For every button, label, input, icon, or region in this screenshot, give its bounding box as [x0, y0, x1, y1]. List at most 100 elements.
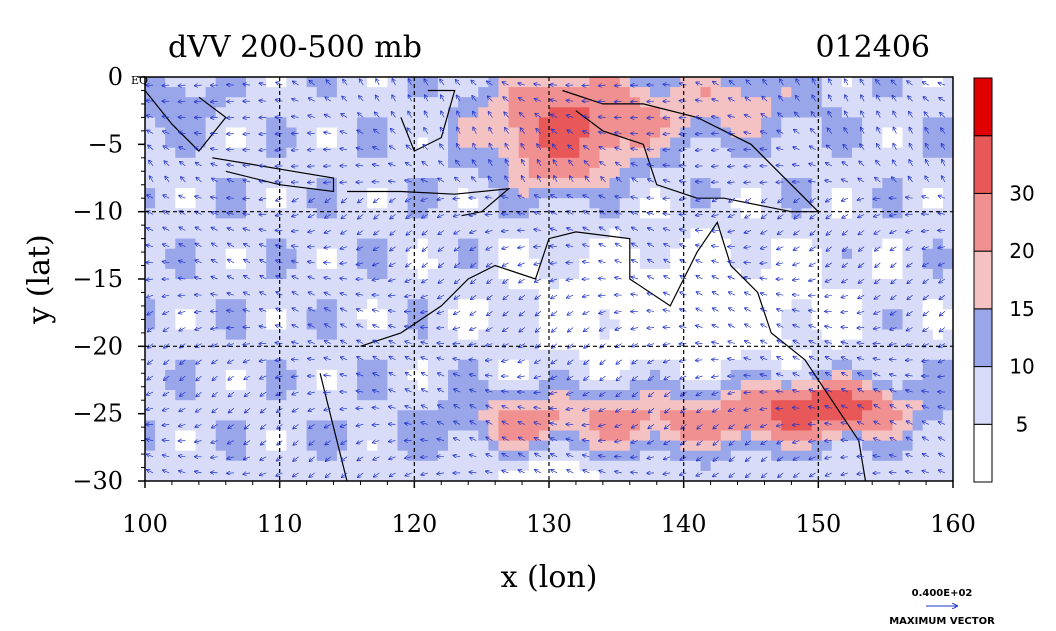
heatmap-cell [912, 198, 924, 209]
heatmap-cell [791, 289, 803, 300]
heatmap-cell [215, 178, 227, 189]
heatmap-cell [427, 359, 439, 371]
heatmap-cell [427, 400, 439, 411]
wind-vector [760, 182, 768, 183]
heatmap-cell [599, 339, 611, 351]
heatmap-cell [488, 289, 500, 300]
wind-vector [260, 83, 267, 85]
heatmap-cell [387, 359, 399, 371]
heatmap-cell [912, 359, 924, 371]
heatmap-cell [690, 420, 702, 432]
heatmap-cell [437, 400, 449, 411]
wind-vector [324, 247, 331, 248]
heatmap-cell [902, 167, 914, 179]
heatmap-cell [801, 188, 813, 199]
heatmap-cell [437, 238, 449, 250]
heatmap-cell [690, 289, 702, 300]
heatmap-cell [872, 157, 883, 169]
heatmap-cell [771, 430, 782, 442]
heatmap-cell [316, 77, 328, 88]
heatmap-cell [165, 380, 176, 391]
heatmap-cell [730, 319, 742, 331]
wind-vector [424, 79, 429, 86]
heatmap-cell [377, 268, 388, 280]
heatmap-cell [367, 339, 378, 351]
heatmap-cell [377, 77, 388, 88]
heatmap-cell [872, 279, 883, 290]
heatmap-cell [145, 107, 156, 118]
heatmap-cell [448, 309, 459, 320]
heatmap-cell [569, 349, 580, 361]
heatmap-cell [488, 178, 500, 189]
heatmap-cell [165, 279, 176, 290]
wind-vector [858, 373, 865, 376]
heatmap-cell [771, 218, 782, 230]
heatmap-cell [781, 208, 792, 219]
heatmap-cell [771, 299, 782, 310]
wind-vector [825, 341, 832, 343]
heatmap-cell [367, 319, 378, 331]
heatmap-cell [680, 258, 691, 270]
heatmap-cell [437, 117, 449, 129]
heatmap-cell [862, 380, 873, 391]
heatmap-cell [276, 258, 287, 270]
heatmap-cell [235, 319, 247, 331]
heatmap-cell [710, 410, 722, 421]
heatmap-cell [326, 349, 338, 361]
heatmap-cell [437, 77, 449, 88]
heatmap-cell [771, 380, 782, 391]
heatmap-cell [650, 430, 661, 442]
heatmap-cell [932, 87, 944, 98]
heatmap-cell [569, 410, 580, 421]
heatmap-cell [387, 319, 399, 331]
heatmap-cell [347, 228, 358, 240]
heatmap-cell [397, 228, 409, 240]
heatmap-cell [468, 248, 479, 260]
heatmap-cell [185, 248, 197, 260]
heatmap-cell [225, 400, 237, 411]
wind-vector [473, 111, 477, 118]
heatmap-cell [670, 359, 681, 371]
heatmap-cell [740, 279, 752, 290]
heatmap-cell [427, 228, 439, 240]
heatmap-cell [912, 107, 924, 118]
chart-date-label: 012406 [815, 30, 930, 65]
heatmap-cell [852, 127, 863, 139]
wind-vector [292, 308, 299, 312]
heatmap-cell [730, 117, 742, 129]
heatmap-cell [852, 228, 863, 240]
wind-vector [829, 79, 833, 86]
heatmap-cell [720, 248, 732, 260]
heatmap-cell [458, 137, 469, 149]
heatmap-cell [266, 420, 277, 432]
heatmap-cell [902, 420, 914, 432]
heatmap-cell [347, 309, 358, 320]
heatmap-cell [437, 208, 449, 219]
heatmap-cell [902, 400, 914, 411]
heatmap-cell [872, 117, 883, 129]
heatmap-cell [740, 77, 752, 88]
heatmap-cell [841, 410, 853, 421]
heatmap-cell [629, 400, 641, 411]
heatmap-cell [862, 87, 873, 98]
heatmap-cell [155, 157, 166, 169]
heatmap-cell [387, 127, 399, 139]
wind-vector [179, 278, 186, 279]
heatmap-cell [246, 137, 257, 149]
wind-vector [453, 328, 461, 330]
heatmap-cell [791, 268, 803, 280]
heatmap-cell [751, 460, 762, 472]
heatmap-cell [599, 87, 611, 98]
heatmap-cell [801, 127, 813, 139]
heatmap-cell [831, 279, 843, 290]
heatmap-cell [892, 400, 904, 411]
heatmap-cell [377, 279, 388, 290]
heatmap-cell [397, 198, 409, 209]
heatmap-cell [458, 450, 469, 462]
heatmap-cell [246, 77, 257, 88]
heatmap-cell [791, 127, 803, 139]
equator-label: EQ [131, 74, 148, 87]
wind-vector [454, 230, 461, 234]
wind-vector [518, 360, 525, 363]
heatmap-cell [771, 390, 782, 401]
